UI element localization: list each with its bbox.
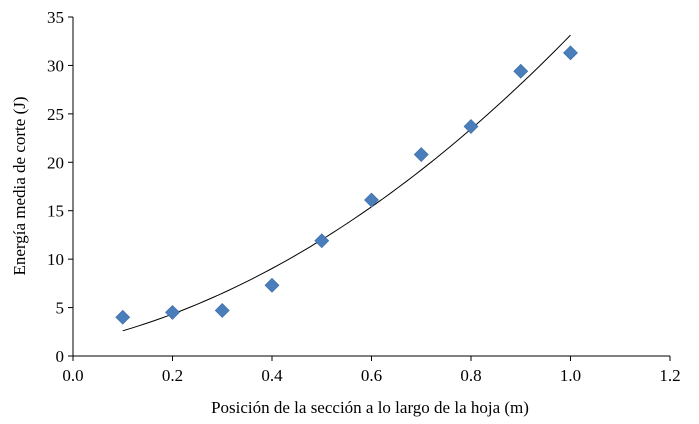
x-tick-label: 0.2 bbox=[162, 366, 183, 385]
y-tick-label: 25 bbox=[47, 105, 64, 124]
data-point bbox=[115, 309, 131, 325]
x-tick-label: 0.0 bbox=[62, 366, 83, 385]
y-tick-label: 15 bbox=[47, 202, 64, 221]
y-tick-label: 10 bbox=[47, 250, 64, 269]
data-point bbox=[413, 147, 429, 162]
y-tick-label: 20 bbox=[47, 153, 64, 172]
x-tick-label: 0.8 bbox=[460, 366, 481, 385]
data-point bbox=[364, 192, 379, 208]
y-tick-label: 5 bbox=[56, 299, 65, 318]
data-point bbox=[264, 277, 280, 293]
y-tick-label: 0 bbox=[56, 347, 65, 366]
y-tick-label: 35 bbox=[47, 8, 64, 27]
y-tick-label: 30 bbox=[47, 56, 64, 75]
data-points bbox=[115, 45, 578, 325]
tick-labels: 0.0 0.2 0.4 0.6 0.8 1.0 1.2 0 5 10 15 20 25 30 35 bbox=[47, 8, 681, 385]
data-point bbox=[463, 119, 479, 134]
data-point bbox=[513, 63, 529, 79]
x-axis-label: Posición de la sección a lo largo de la … bbox=[211, 398, 529, 417]
data-point bbox=[165, 304, 180, 320]
trendline bbox=[122, 34, 571, 332]
data-point bbox=[314, 233, 330, 249]
x-tick-label: 1.0 bbox=[560, 366, 581, 385]
y-axis-label: Energía media de corte (J) bbox=[10, 96, 29, 275]
data-point bbox=[563, 45, 578, 61]
x-tick-label: 1.2 bbox=[659, 366, 680, 385]
x-tick-label: 0.4 bbox=[261, 366, 283, 385]
data-point bbox=[214, 303, 230, 318]
x-tick-label: 0.6 bbox=[361, 366, 382, 385]
axes bbox=[68, 16, 671, 361]
